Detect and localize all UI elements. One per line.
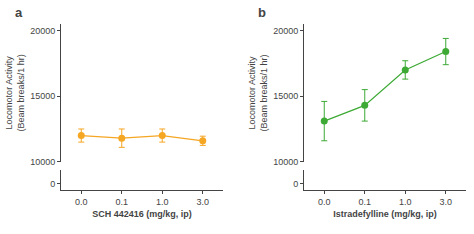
svg-text:Istradefylline (mg/kg, ip): Istradefylline (mg/kg, ip) bbox=[333, 209, 437, 219]
svg-text:20000: 20000 bbox=[273, 26, 298, 36]
svg-text:1.0: 1.0 bbox=[399, 197, 412, 207]
svg-text:20000: 20000 bbox=[30, 26, 55, 36]
svg-text:0: 0 bbox=[293, 179, 298, 189]
svg-text:a: a bbox=[15, 5, 23, 20]
svg-text:0.0: 0.0 bbox=[75, 197, 88, 207]
svg-text:0: 0 bbox=[50, 179, 55, 189]
svg-text:3.0: 3.0 bbox=[439, 197, 452, 207]
svg-text:10000: 10000 bbox=[30, 157, 55, 167]
svg-text:15000: 15000 bbox=[273, 91, 298, 101]
svg-text:3.0: 3.0 bbox=[196, 197, 209, 207]
svg-text:SCH 442416 (mg/kg, ip): SCH 442416 (mg/kg, ip) bbox=[92, 209, 192, 219]
svg-text:1.0: 1.0 bbox=[156, 197, 169, 207]
svg-text:Locomotor Activity(Beam breaks: Locomotor Activity(Beam breaks/1 hr) bbox=[4, 54, 26, 131]
svg-text:Locomotor Activity(Beam breaks: Locomotor Activity(Beam breaks/1 hr) bbox=[247, 54, 269, 131]
svg-text:10000: 10000 bbox=[273, 157, 298, 167]
svg-text:b: b bbox=[258, 5, 266, 20]
svg-text:15000: 15000 bbox=[30, 91, 55, 101]
svg-text:0.0: 0.0 bbox=[318, 197, 331, 207]
svg-text:0.1: 0.1 bbox=[358, 197, 371, 207]
svg-text:0.1: 0.1 bbox=[115, 197, 128, 207]
